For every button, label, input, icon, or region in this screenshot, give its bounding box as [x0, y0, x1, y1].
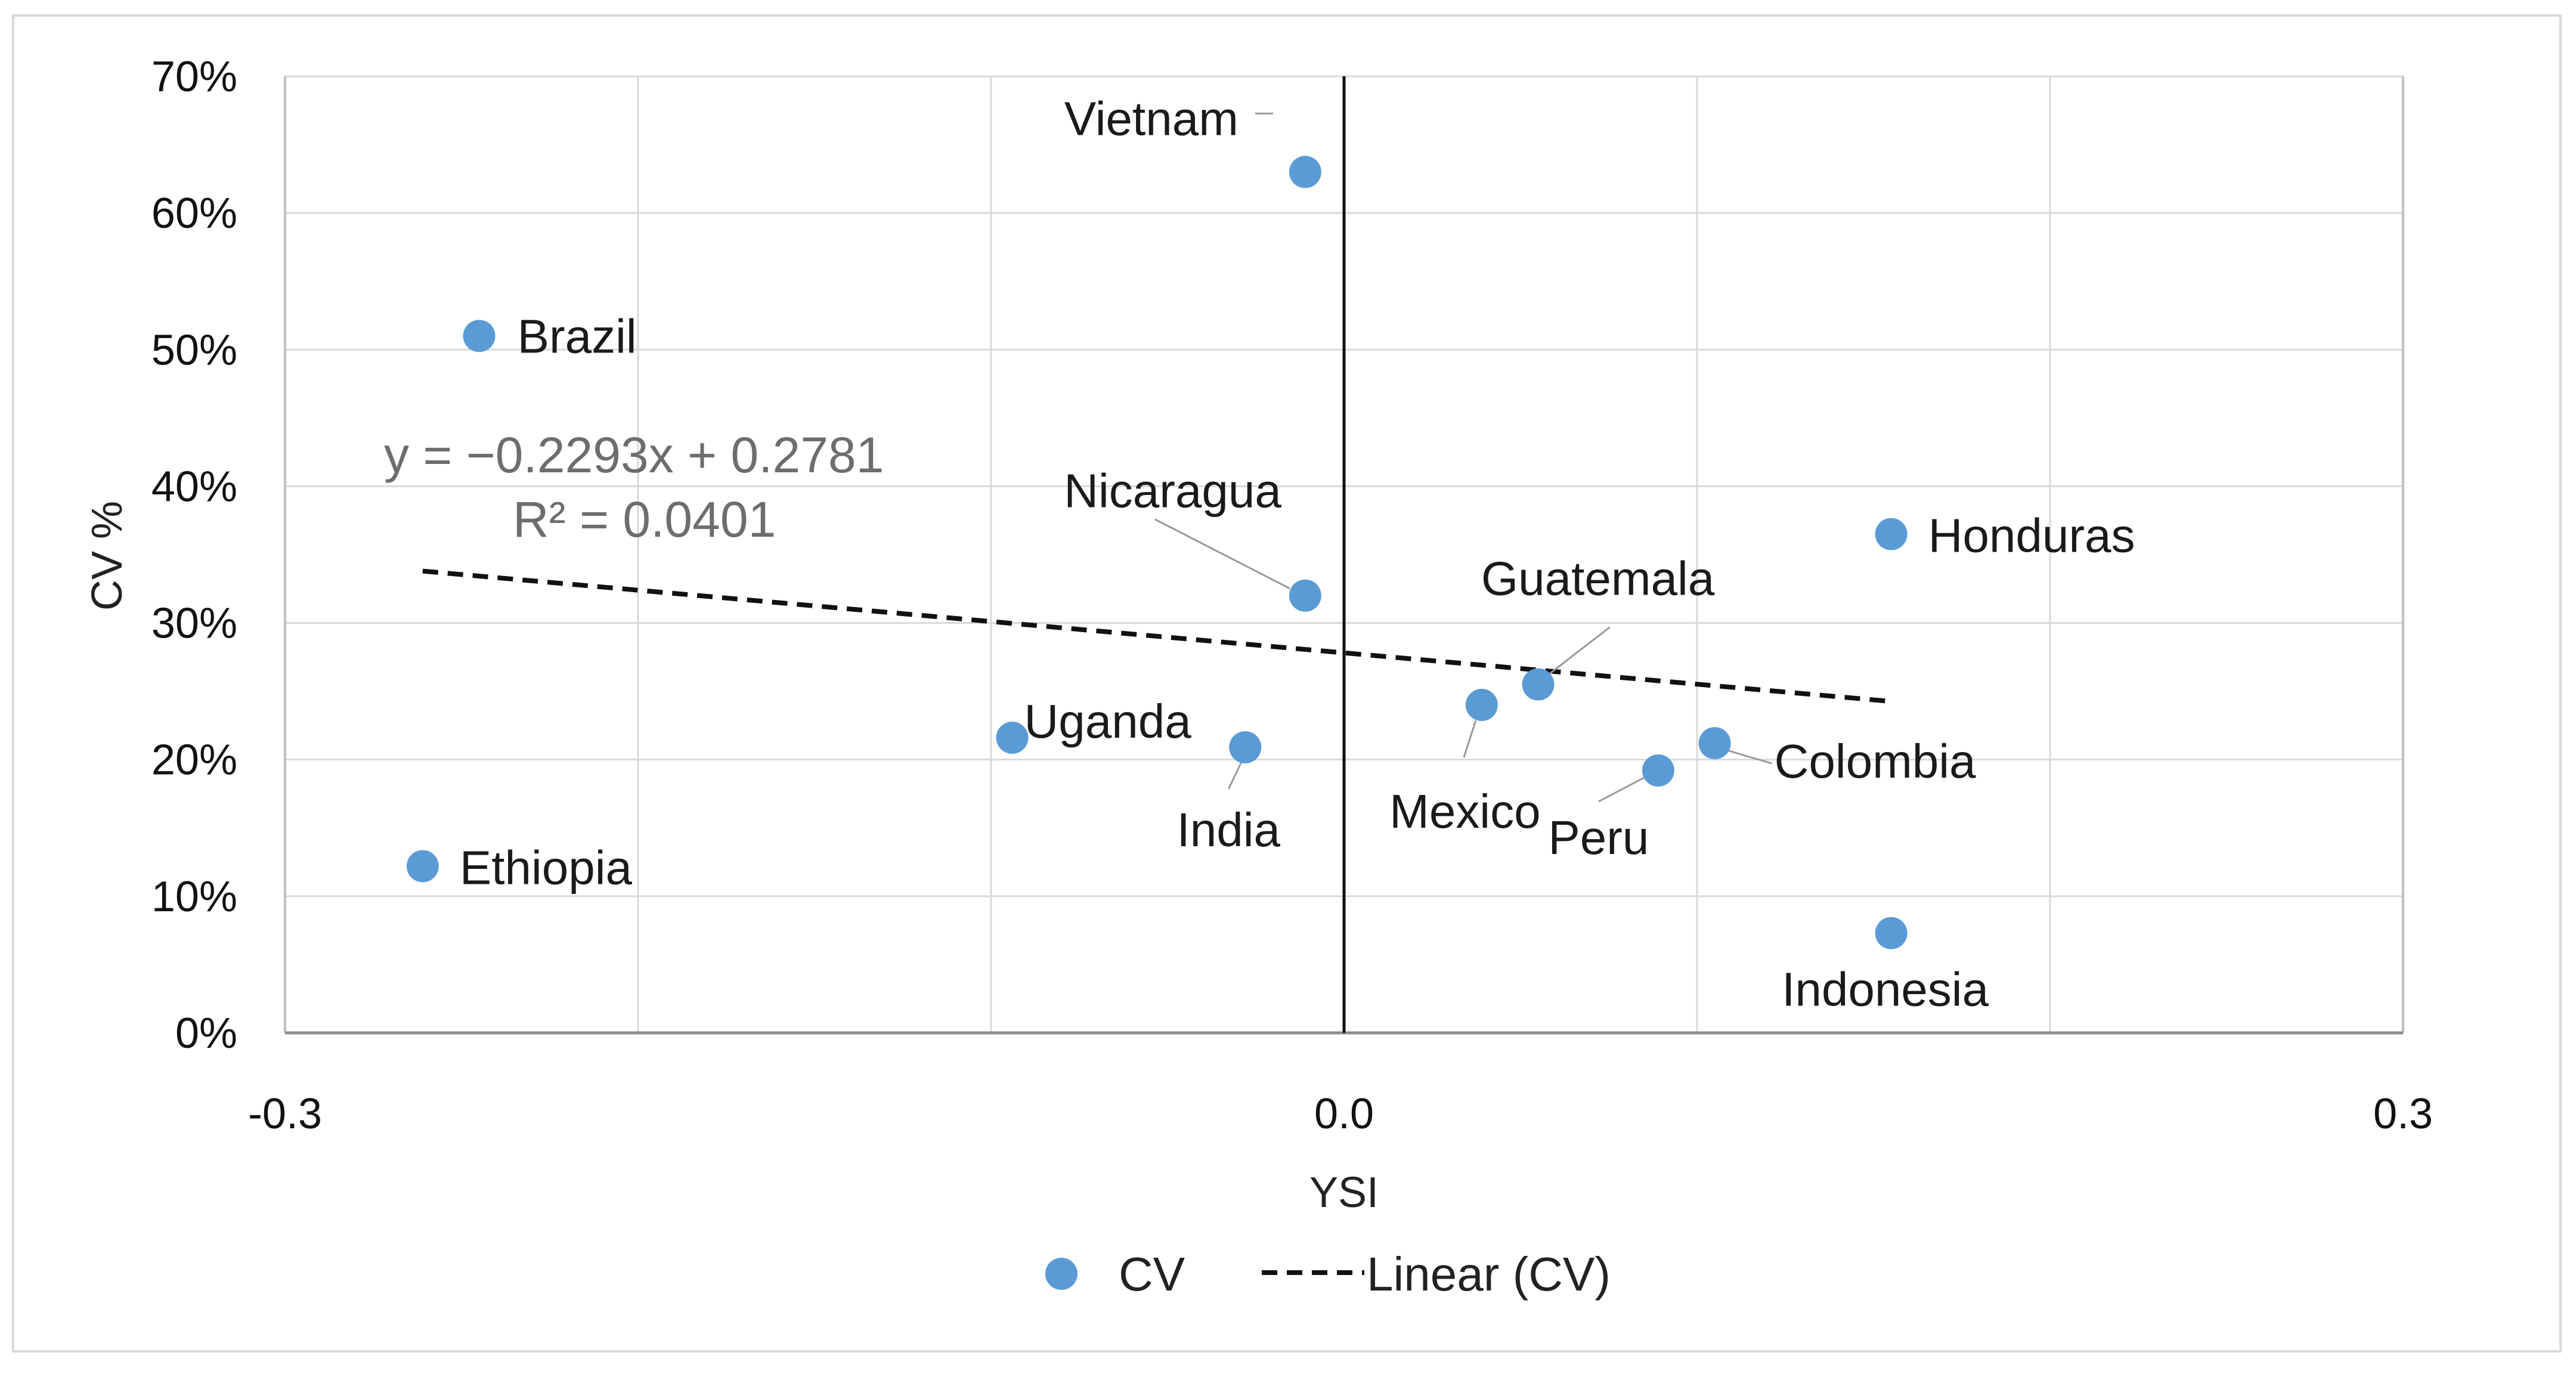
- legend-marker-cv: [1045, 1258, 1078, 1290]
- axis-layer: 0% 10% 20% 30% 40% 50% 60% 70% -0.3 0.0 0.3: [151, 53, 2433, 1138]
- chart-svg: 0% 10% 20% 30% 40% 50% 60% 70% -0.3 0.0 0.3 Vietna…: [83, 53, 2433, 1301]
- point-label-india: India: [1176, 803, 1280, 856]
- point-label-indonesia: Indonesia: [1782, 963, 1989, 1016]
- legend: CV Linear (CV): [1045, 1248, 1611, 1301]
- leader-layer: [1154, 112, 1773, 803]
- x-tick-label: -0.3: [248, 1090, 322, 1138]
- trend-layer: [422, 568, 1891, 704]
- point-nicaragua: [1289, 579, 1321, 612]
- y-tick-label: 70%: [151, 53, 237, 101]
- x-tick-label: 0.3: [2373, 1090, 2433, 1138]
- leader-line-mexico: [1463, 720, 1477, 758]
- point-label-vietnam: Vietnam: [1064, 92, 1239, 145]
- point-label-peru: Peru: [1548, 811, 1649, 864]
- point-label-brazil: Brazil: [518, 310, 637, 363]
- label-layer: Vietnam Brazil Nicaragua Honduras Guatemala M…: [460, 92, 2135, 1016]
- leader-line-india: [1227, 761, 1243, 790]
- point-label-honduras: Honduras: [1928, 509, 2135, 562]
- point-label-mexico: Mexico: [1389, 785, 1540, 838]
- point-peru: [1642, 754, 1674, 787]
- point-indonesia: [1875, 917, 1908, 949]
- point-layer: [406, 156, 1908, 949]
- point-label-uganda: Uganda: [1024, 695, 1192, 748]
- point-mexico: [1465, 689, 1498, 722]
- y-tick-label: 40%: [151, 463, 237, 510]
- y-tick-label: 0%: [175, 1010, 237, 1057]
- chart-frame: 0% 10% 20% 30% 40% 50% 60% 70% -0.3 0.0 0.3 Vietna…: [12, 14, 2562, 1353]
- point-label-guatemala: Guatemala: [1481, 552, 1715, 605]
- point-honduras: [1875, 518, 1908, 550]
- point-brazil: [463, 320, 496, 352]
- y-tick-label: 60%: [151, 190, 237, 237]
- legend-label-cv: CV: [1119, 1248, 1185, 1301]
- point-label-nicaragua: Nicaragua: [1064, 465, 1281, 518]
- trendline-equation: y = −0.2293x + 0.2781: [384, 427, 884, 483]
- x-axis-title: YSI: [1309, 1169, 1379, 1217]
- point-label-colombia: Colombia: [1775, 735, 1976, 788]
- y-tick-label: 20%: [151, 736, 237, 784]
- leader-line-nicaragua: [1154, 518, 1290, 590]
- y-tick-label: 10%: [151, 873, 237, 921]
- y-axis-title: CV %: [83, 501, 131, 611]
- legend-label-linear: Linear (CV): [1367, 1248, 1611, 1301]
- leader-line-guatemala: [1546, 626, 1611, 677]
- point-guatemala: [1522, 668, 1555, 701]
- y-tick-label: 50%: [151, 326, 237, 374]
- leader-line-peru: [1598, 775, 1647, 803]
- point-uganda: [996, 722, 1029, 754]
- leader-line-colombia: [1723, 748, 1773, 765]
- trendline: [422, 568, 1891, 704]
- point-vietnam: [1289, 156, 1321, 188]
- point-ethiopia: [406, 850, 439, 883]
- trendline-r-squared: R² = 0.0401: [513, 491, 776, 547]
- x-tick-label: 0.0: [1314, 1090, 1374, 1138]
- y-tick-label: 30%: [151, 600, 237, 648]
- point-colombia: [1698, 727, 1731, 760]
- point-india: [1229, 731, 1262, 764]
- point-label-ethiopia: Ethiopia: [460, 841, 633, 894]
